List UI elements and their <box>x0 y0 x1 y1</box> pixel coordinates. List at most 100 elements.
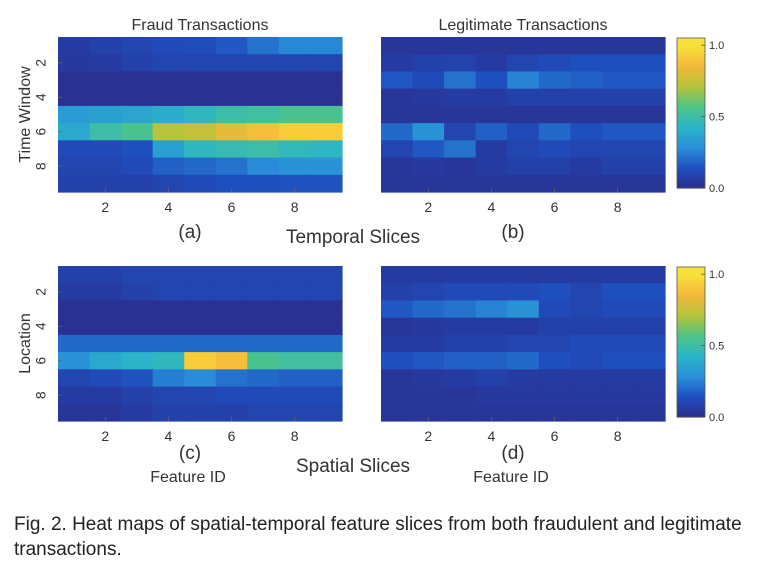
heatmap-cell <box>381 71 414 90</box>
colorbar-segment <box>677 319 705 323</box>
heatmap-cell <box>58 54 91 73</box>
heatmap-cell <box>507 403 540 422</box>
heatmap-cell <box>444 283 477 302</box>
colorbar-segment <box>677 125 705 129</box>
heatmap-cell <box>152 266 185 284</box>
heatmap-cell <box>507 266 540 284</box>
heatmap-cell <box>381 369 414 388</box>
heatmap-cell <box>538 283 571 302</box>
heatmap-cell <box>184 71 217 90</box>
heatmap-cell <box>89 283 122 302</box>
heatmap-cell <box>278 300 312 319</box>
heatmap-cell <box>538 403 571 422</box>
heatmap-cell <box>633 266 666 284</box>
heatmap-cell <box>412 283 445 302</box>
heatmap-cell <box>570 386 603 405</box>
heatmap-cell <box>184 334 217 353</box>
heatmap-cell <box>475 88 508 107</box>
colorbar-segment <box>677 85 705 89</box>
heatmap-cell <box>381 105 414 124</box>
colorbar-segment <box>677 279 705 283</box>
colorbar-segment <box>677 128 705 132</box>
colorbar-segment <box>677 143 705 147</box>
colorbar-segment <box>677 324 705 328</box>
heatmap-cell <box>444 317 477 336</box>
heatmap-cell <box>633 54 666 73</box>
heatmap-cell <box>412 37 445 55</box>
y-tick-label: 6 <box>33 357 49 365</box>
heatmap-cell <box>247 37 280 55</box>
heatmap-cell <box>89 334 122 353</box>
heatmap-cell <box>633 71 666 90</box>
heatmap-cell <box>247 266 280 284</box>
heatmap-cell <box>215 140 248 159</box>
heatmap-cell <box>381 157 414 176</box>
heatmap-cell <box>475 140 508 159</box>
heatmap-cell <box>633 403 666 422</box>
heatmap-cell <box>215 71 248 90</box>
heatmap-cell <box>310 334 343 353</box>
colorbar-segment <box>677 48 705 52</box>
colorbar-segment <box>677 407 705 411</box>
heatmap-cell <box>538 71 571 90</box>
heatmap-cell <box>89 54 122 73</box>
colorbar-segment <box>677 267 705 271</box>
heatmap-cell <box>310 174 343 193</box>
colorbar-segment <box>677 289 705 293</box>
heatmap-cell <box>121 317 154 336</box>
y-tick-label: 2 <box>33 288 49 296</box>
heatmap-cell <box>633 352 666 370</box>
colorbar-segment <box>677 103 705 107</box>
heatmap-cell <box>633 334 666 353</box>
heatmap-cell <box>507 352 540 370</box>
heatmap-cell <box>412 88 445 107</box>
heatmap-cell <box>247 283 280 302</box>
heatmap-cell <box>601 157 635 176</box>
heatmap-cell <box>152 54 185 73</box>
heatmap-cell <box>381 352 414 370</box>
heatmap-cell <box>58 37 91 55</box>
colorbar-segment <box>677 309 705 313</box>
colorbar-segment <box>677 38 705 42</box>
heatmap-cell <box>89 174 122 193</box>
colorbar-segment <box>677 123 705 127</box>
heatmap-cell <box>633 123 666 141</box>
heatmap-cell <box>215 352 248 370</box>
heatmap-cell <box>310 352 343 370</box>
heatmap-cell <box>152 386 185 405</box>
heatmap-cell <box>89 123 122 141</box>
heatmap-cell <box>247 403 280 422</box>
colorbar-segment <box>677 377 705 381</box>
heatmap-cell <box>89 300 122 319</box>
y-tick-label: 4 <box>33 93 49 101</box>
heatmap-cell <box>247 140 280 159</box>
heatmap-cell <box>570 71 603 90</box>
heatmap-cell <box>152 174 185 193</box>
colorbar-segment <box>677 65 705 69</box>
heatmap-cell <box>633 88 666 107</box>
heatmap-cell <box>278 105 312 124</box>
heatmap-cell <box>381 317 414 336</box>
figure-canvas: 2 4 6 8 2 4 6 8 Fraud Transactions Time Window (a)… <box>17 17 724 486</box>
x-tick-label: 4 <box>165 428 173 444</box>
colorbar-segment <box>677 269 705 273</box>
heatmap-cell <box>247 123 280 141</box>
colorbar-segment <box>677 130 705 134</box>
heatmap-cell <box>412 123 445 141</box>
heatmap-cell <box>247 369 280 388</box>
colorbar-segment <box>677 329 705 333</box>
heatmap-cell <box>475 352 508 370</box>
heatmap-cell <box>215 283 248 302</box>
heatmap-cell <box>538 37 571 55</box>
colorbar-top: 1.0 0.5 0.0 <box>676 37 724 195</box>
heatmap-cell <box>538 352 571 370</box>
heatmap-cell <box>310 317 343 336</box>
colorbar-segment <box>677 175 705 179</box>
heatmap-cell <box>58 71 91 90</box>
heatmap-cell <box>570 317 603 336</box>
heatmap-cell <box>538 266 571 284</box>
heatmap-cell <box>184 105 217 124</box>
heatmap-cell <box>538 88 571 107</box>
heatmap-cell <box>310 266 343 284</box>
heatmap-cell <box>310 386 343 405</box>
